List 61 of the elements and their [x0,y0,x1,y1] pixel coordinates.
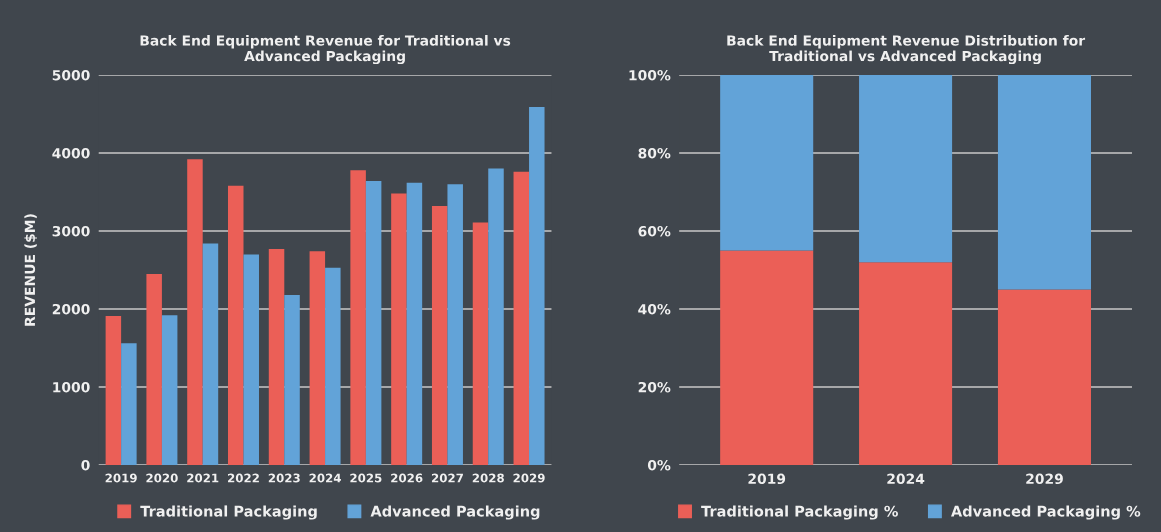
y-tick-label: 5000 [52,69,90,81]
y-tick-label: 20% [638,381,671,393]
bar [309,251,326,465]
bar [365,181,382,465]
y-tick-label: 4000 [52,147,90,159]
x-tick-label: 2026 [391,473,423,483]
bar [529,106,545,465]
bar [187,159,203,465]
bar [161,315,178,465]
bar [350,170,366,465]
y-tick-label: 80% [638,147,671,159]
y-axis-title: REVENUE ($M) [24,214,37,326]
y-tick-label: 0% [647,459,671,471]
bar [720,250,814,465]
bar [513,171,530,465]
bar [997,75,1091,290]
x-tick-label: 2029 [513,473,545,483]
x-tick-label: 2027 [431,473,463,483]
y-tick-label: 60% [638,225,671,237]
legend-label: Traditional Packaging % [701,505,898,520]
chart-title: Back End Equipment Revenue Distribution for Traditional vs Advanced Packaging [727,35,1086,65]
bar [243,254,259,465]
bar [228,185,244,465]
bar [472,222,489,465]
x-tick-label: 2025 [350,473,382,483]
bar [202,243,219,465]
chart-title: Back End Equipment Revenue for Traditional vs Advanced Packaging [140,35,511,65]
bar [391,193,407,465]
bar [859,262,953,465]
x-tick-label: 2021 [187,473,219,483]
bar [146,273,162,465]
y-tick-label: 100% [629,69,671,81]
x-tick-label: 2024 [887,473,925,485]
y-tick-label: 2000 [52,303,90,315]
x-tick-label: 2019 [748,473,786,485]
legend-label: Traditional Packaging [140,505,317,520]
bar [859,75,953,263]
bar [121,343,137,465]
bar [284,294,300,465]
bar [406,182,423,465]
legend-label: Advanced Packaging % [951,505,1141,520]
bar [105,316,122,465]
bar [268,248,285,465]
x-tick-label: 2019 [105,473,137,483]
x-tick-label: 2023 [268,473,300,483]
x-tick-label: 2022 [228,473,259,483]
y-tick-label: 0 [81,459,90,471]
y-tick-label: 1000 [53,381,90,393]
bar [447,184,463,465]
x-tick-label: 2028 [472,473,504,483]
legend-label: Advanced Packaging [370,505,540,520]
x-tick-label: 2020 [146,473,178,483]
y-tick-label: 3000 [52,225,90,237]
x-tick-label: 2029 [1026,473,1063,485]
bar [431,206,448,465]
bar [720,75,814,251]
x-tick-label: 2024 [309,473,341,483]
bar [325,267,341,465]
bar [488,168,504,465]
bar [997,289,1091,465]
y-tick-label: 40% [638,303,671,315]
